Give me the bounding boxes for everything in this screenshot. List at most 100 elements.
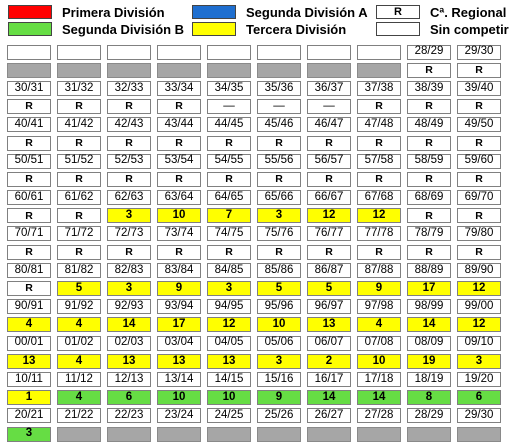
season-cell: 28/29 [407, 44, 451, 60]
result-cell: 5 [57, 281, 101, 297]
result-cell: 10 [157, 208, 201, 224]
season-cell: 44/45 [207, 117, 251, 133]
result-cell: R [457, 62, 501, 78]
result-cell: 12 [307, 208, 351, 224]
season-cell: 54/55 [207, 153, 251, 169]
season-cell: 80/81 [7, 262, 51, 278]
result-cell: 13 [207, 353, 251, 369]
season-cell: 12/13 [107, 371, 151, 387]
regional-swatch: R [376, 5, 420, 19]
result-cell [107, 426, 151, 442]
season-cell: 16/17 [307, 371, 351, 387]
result-cell [357, 426, 401, 442]
season-cell: 78/79 [407, 226, 451, 242]
result-cell: R [457, 135, 501, 151]
season-cell: 21/22 [57, 408, 101, 424]
season-cell: 17/18 [357, 371, 401, 387]
season-cell: 46/47 [307, 117, 351, 133]
season-cell: 84/85 [207, 262, 251, 278]
legend-label: Tercera División [246, 21, 347, 37]
season-cell: 52/53 [107, 153, 151, 169]
season-cell: 50/51 [7, 153, 51, 169]
result-cell: R [157, 244, 201, 260]
grid-row: 3 [4, 425, 506, 443]
result-cell: R [407, 171, 451, 187]
season-cell: 76/77 [307, 226, 351, 242]
result-cell: R [257, 171, 301, 187]
result-cell: R [157, 135, 201, 151]
result-cell: 14 [107, 317, 151, 333]
grid-row: 13 4 13 13 13 3 2 10 19 3 [4, 352, 506, 370]
season-cell: 53/54 [157, 153, 201, 169]
season-cell: 40/41 [7, 117, 51, 133]
grid-row: R R R R — — — R R R [4, 98, 506, 116]
result-cell: 9 [357, 281, 401, 297]
result-cell: 8 [407, 390, 451, 406]
season-cell: 09/10 [457, 335, 501, 351]
result-cell: 3 [7, 426, 51, 442]
season-cell: 94/95 [207, 299, 251, 315]
season-cell: 83/84 [157, 262, 201, 278]
season-cell: 28/29 [407, 408, 451, 424]
result-cell: 2 [307, 353, 351, 369]
season-cell: 43/44 [157, 117, 201, 133]
result-cell: 13 [7, 353, 51, 369]
season-cell: 62/63 [107, 190, 151, 206]
grid-row: 1 4 6 10 10 9 14 14 8 6 [4, 389, 506, 407]
result-cell: R [207, 244, 251, 260]
season-cell: 24/25 [207, 408, 251, 424]
sin-competir-swatch [376, 22, 420, 36]
season-cell: 03/04 [157, 335, 201, 351]
result-cell: — [257, 99, 301, 115]
legend-segunda-b: Segunda División B [8, 20, 184, 38]
season-cell: 59/60 [457, 153, 501, 169]
result-cell: R [357, 99, 401, 115]
grid-row: 50/51 51/52 52/53 53/54 54/55 55/56 56/57 57/58… [4, 152, 506, 170]
result-cell: R [7, 281, 51, 297]
season-cell: 10/11 [7, 371, 51, 387]
result-cell: 3 [457, 353, 501, 369]
result-cell: 6 [457, 390, 501, 406]
legend-segunda-a: Segunda División A [192, 3, 368, 21]
result-cell: R [457, 208, 501, 224]
season-cell: 93/94 [157, 299, 201, 315]
result-cell: 4 [7, 317, 51, 333]
season-cell: 57/58 [357, 153, 401, 169]
result-cell: R [107, 171, 151, 187]
season-cell: 05/06 [257, 335, 301, 351]
season-cell [157, 44, 201, 60]
season-cell: 87/88 [357, 262, 401, 278]
grid-row: R R 3 10 7 3 12 12 R R [4, 207, 506, 225]
result-cell: 14 [407, 317, 451, 333]
legend-primera: Primera División [8, 3, 165, 21]
result-cell: 14 [357, 390, 401, 406]
season-cell: 85/86 [257, 262, 301, 278]
result-cell [207, 426, 251, 442]
result-cell: 13 [107, 353, 151, 369]
result-cell: 17 [407, 281, 451, 297]
season-cell: 31/32 [57, 80, 101, 96]
season-cell: 13/14 [157, 371, 201, 387]
season-cell: 47/48 [357, 117, 401, 133]
result-cell: R [307, 171, 351, 187]
legend-label: Segunda División A [246, 4, 368, 20]
grid-row: 00/01 01/02 02/03 03/04 04/05 05/06 06/07 07/08… [4, 334, 506, 352]
season-cell: 38/39 [407, 80, 451, 96]
result-cell: 5 [307, 281, 351, 297]
season-cell: 11/12 [57, 371, 101, 387]
result-cell: R [57, 135, 101, 151]
result-cell: R [457, 171, 501, 187]
season-grid: 28/29 29/30 R R 30/31 31/32 32/33 33/34 34/35 35/… [4, 43, 506, 443]
result-cell: 10 [357, 353, 401, 369]
result-cell: 3 [257, 208, 301, 224]
grid-row: 30/31 31/32 32/33 33/34 34/35 35/36 36/37 37/38… [4, 79, 506, 97]
result-cell: R [357, 135, 401, 151]
season-cell: 06/07 [307, 335, 351, 351]
result-cell: 17 [157, 317, 201, 333]
result-cell [457, 426, 501, 442]
legend-sin-competir: Sin competir [376, 20, 509, 38]
result-cell: 3 [207, 281, 251, 297]
